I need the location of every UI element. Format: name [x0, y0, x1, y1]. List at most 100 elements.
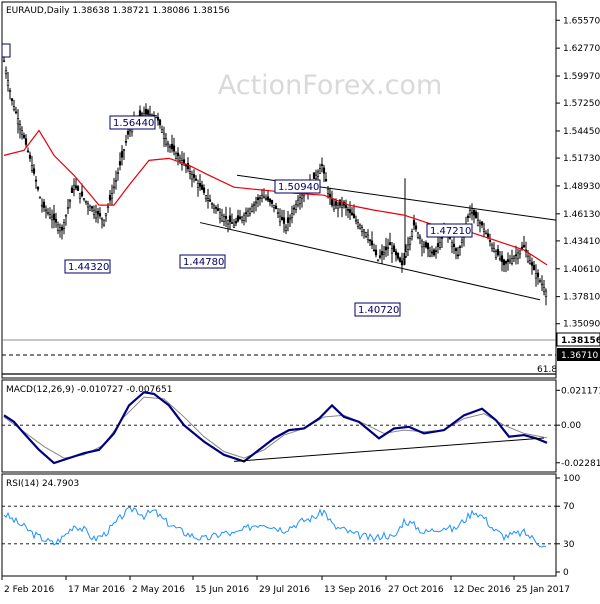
candle-body — [338, 199, 342, 206]
price-y-label: 1.35090 — [563, 320, 600, 330]
candle-body — [256, 197, 260, 201]
x-tick-label: 13 Sep 2016 — [324, 585, 381, 595]
candle-body — [474, 211, 478, 218]
candle-body — [92, 209, 96, 216]
candle-body — [466, 215, 470, 218]
candle-body — [408, 238, 412, 245]
candle-body — [208, 199, 212, 202]
candle-body — [420, 240, 424, 248]
candle-body — [390, 247, 394, 254]
macd-line — [3, 391, 548, 465]
candle-body — [238, 216, 242, 220]
candle-body — [156, 116, 160, 121]
candle-body — [300, 194, 304, 199]
candle-body — [430, 251, 434, 254]
candle-body — [364, 232, 368, 237]
candle-body — [68, 199, 72, 202]
candle-body — [98, 213, 102, 217]
candle-body — [48, 214, 52, 219]
annotation-label: 1.56440 — [113, 118, 154, 129]
candle-body — [190, 174, 194, 180]
candle-body — [2, 60, 6, 63]
candle-body — [170, 143, 174, 150]
fib-label: 61.8 — [537, 365, 557, 375]
candle-body — [50, 216, 54, 221]
candle-body — [250, 206, 254, 212]
candle-body — [470, 212, 474, 214]
candle-body — [118, 161, 122, 166]
candle-body — [374, 249, 378, 256]
candle-body — [254, 201, 258, 204]
candle-body — [104, 213, 108, 217]
candle-body — [216, 208, 220, 211]
candle-body — [460, 239, 464, 243]
candle-body — [260, 194, 264, 199]
candle-body — [120, 151, 124, 158]
macd-signal-line — [3, 396, 548, 459]
price-panel: 1.56440 1.44320 1.44780 1.50940 1.40720 1.472… — [1, 1, 600, 379]
price-y-label: 1.46130 — [563, 210, 600, 220]
candle-body — [530, 262, 534, 266]
candle-body — [424, 242, 428, 248]
x-tick-label: 2 May 2016 — [132, 585, 185, 595]
candle-body — [416, 232, 420, 238]
candle-body — [186, 163, 190, 170]
candle-body — [22, 135, 26, 138]
candle-body — [102, 219, 106, 226]
candle-body — [248, 208, 252, 214]
candle-body — [58, 227, 62, 232]
candle-body — [288, 217, 292, 220]
macd-panel: MACD(12,26,9) -0.010727 -0.007651 0.0211… — [1, 379, 600, 473]
candle-body — [504, 260, 508, 264]
candle-body — [454, 248, 458, 252]
candle-body — [178, 157, 182, 162]
candle-body — [478, 222, 482, 224]
candle-body — [24, 138, 28, 145]
candle-body — [378, 255, 382, 258]
candle-body — [110, 193, 114, 199]
current-price-label: 1.38156 — [561, 336, 600, 346]
candle-body — [434, 250, 438, 252]
candle-body — [418, 236, 422, 239]
candle-body — [226, 219, 230, 225]
price-y-label: 1.43410 — [563, 237, 600, 247]
candle-body — [532, 265, 536, 271]
candle-body — [320, 164, 324, 166]
candle-body — [14, 111, 18, 114]
candle-body — [290, 213, 294, 218]
candle-body — [336, 204, 340, 209]
candle-body — [498, 257, 502, 260]
candle-body — [488, 240, 492, 242]
candle-body — [144, 108, 148, 115]
price-y-label: 1.37810 — [563, 293, 600, 303]
candle-body — [312, 172, 316, 179]
candle-body — [512, 256, 516, 259]
candle-body — [452, 243, 456, 247]
candle-body — [380, 251, 384, 256]
candle-body — [386, 247, 390, 249]
candle-body — [168, 146, 172, 148]
candle-body — [264, 198, 268, 200]
candle-body — [348, 209, 352, 213]
candle-body — [230, 222, 234, 224]
candle-body — [490, 244, 494, 249]
rsi-y-label: 100 — [563, 474, 580, 484]
candle-body — [506, 259, 510, 262]
candle-body — [32, 168, 36, 174]
candle-body — [422, 244, 426, 247]
candle-body — [392, 245, 396, 252]
candle-body — [112, 186, 116, 189]
candle-body — [274, 205, 278, 210]
candle-body — [332, 204, 336, 210]
candle-body — [54, 219, 58, 223]
candle-body — [518, 250, 522, 255]
candle-body — [140, 113, 144, 116]
candle-body — [164, 138, 168, 145]
support-price-label: 1.36710 — [561, 351, 598, 361]
candle-body — [52, 213, 56, 220]
candle-body — [6, 80, 10, 87]
candle-body — [46, 212, 50, 214]
candle-body — [234, 221, 238, 224]
x-axis: 2 Feb 2016 17 Mar 2016 2 May 2016 15 Jun 20… — [1, 576, 570, 595]
